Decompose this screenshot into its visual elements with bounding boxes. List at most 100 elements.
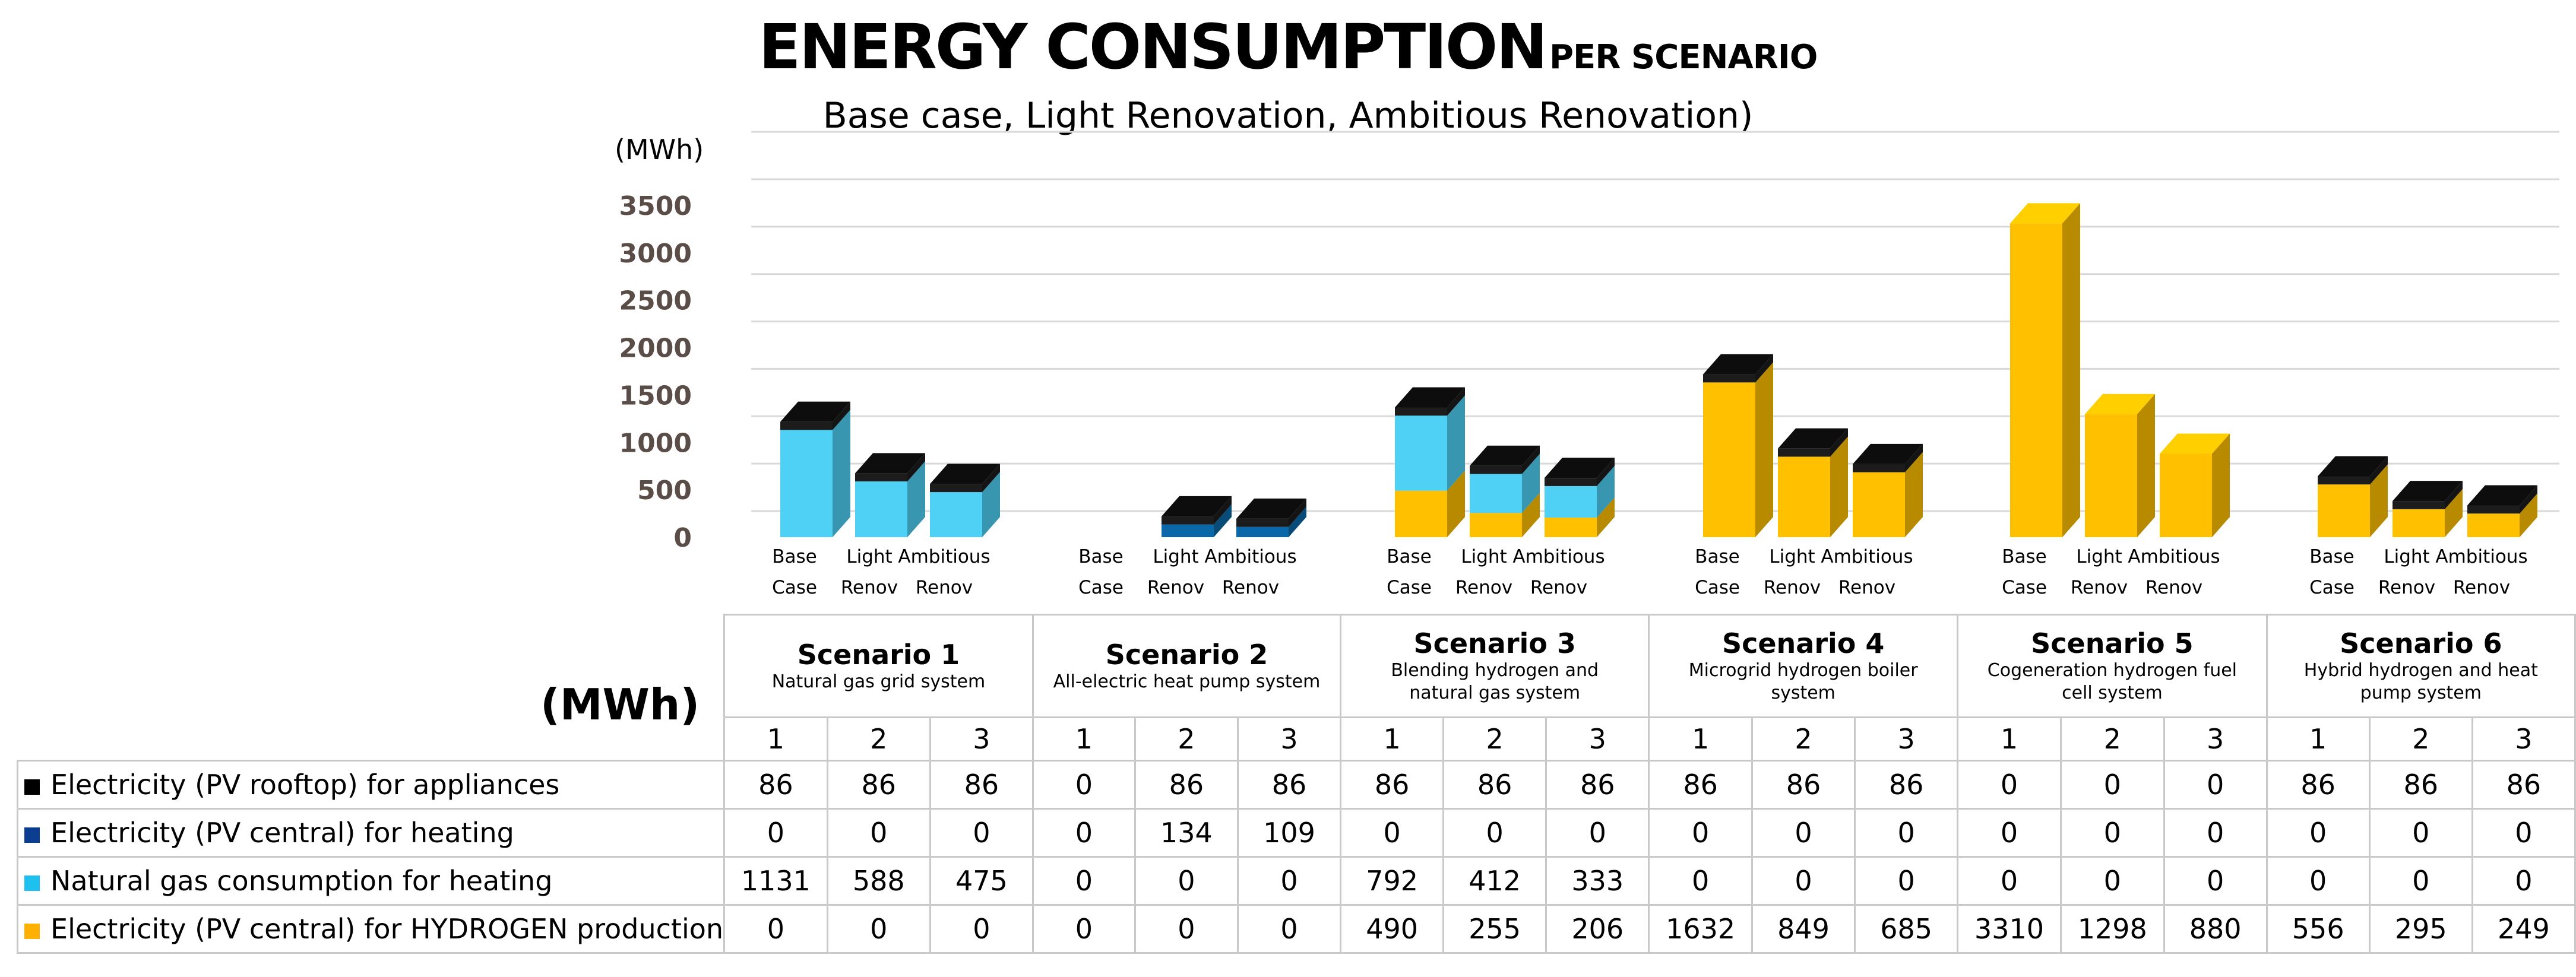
- row-label-cell: Electricity (PV central) for HYDROGEN pr…: [16, 904, 726, 954]
- bar-segment-side: [907, 453, 925, 482]
- sub-header-cell: 2: [1134, 716, 1239, 762]
- sub-header-cell: 3: [1854, 716, 1959, 762]
- bar-segment: [1395, 407, 1447, 416]
- table-cell: 333: [1545, 856, 1650, 906]
- bar-segment: [2467, 505, 2520, 514]
- bar-segment-side: [1755, 362, 1773, 537]
- bar-segment: [1236, 518, 1289, 527]
- bar-segment-side: [1597, 458, 1615, 486]
- scenario-description: Microgrid hydrogen boiler system: [1688, 660, 1918, 703]
- x-tick-label: Ambitious: [1204, 546, 1296, 567]
- scenario-description: Cogeneration hydrogen fuel cell system: [1987, 660, 2238, 703]
- scenario-header-3: Scenario 3 Blending hydrogen and natural …: [1340, 614, 1650, 718]
- bar-segment: [2393, 501, 2445, 509]
- sub-header-cell: 1: [1648, 716, 1753, 762]
- bar-segment-side: [2137, 394, 2155, 537]
- bar-top: [1470, 445, 1540, 466]
- legend-swatch: [24, 827, 40, 843]
- bar-segment-side: [1522, 453, 1540, 513]
- bar-top: [2085, 394, 2155, 414]
- row-label-cell: Electricity (PV central) for heating: [16, 808, 726, 858]
- sub-header-cell: 3: [929, 716, 1034, 762]
- y-tick-label: 500: [637, 475, 692, 506]
- table-cell: 86: [1751, 760, 1856, 810]
- table-cell: 0: [1751, 856, 1856, 906]
- scenario-header-4: Scenario 4 Microgrid hydrogen boiler syst…: [1648, 614, 1959, 718]
- x-tick-label: Light: [846, 546, 892, 567]
- sub-header-cell: 1: [1031, 716, 1136, 762]
- bar-segment-side: [2370, 464, 2388, 537]
- bar-segment-side: [1289, 506, 1306, 537]
- table-cell: 0: [1031, 904, 1136, 954]
- scenario-description: Hybrid hydrogen and heat pump system: [2303, 660, 2538, 703]
- bar-segment: [1162, 524, 1214, 537]
- bar-segment: [1162, 516, 1214, 525]
- x-tick-label: Ambitious: [2128, 546, 2220, 567]
- bar-segment: [2318, 476, 2370, 485]
- sub-header-cell: 1: [1340, 716, 1445, 762]
- scenario-description: All-electric heat pump system: [1053, 671, 1321, 692]
- scenario-name: Scenario 4: [1721, 627, 1885, 659]
- bar-segment: [780, 421, 833, 430]
- sub-header-cell: 3: [2471, 716, 2576, 762]
- x-tick-label: Renov: [2453, 577, 2510, 598]
- x-tick-label: Case: [1695, 577, 1740, 598]
- bar-segment-side: [982, 472, 1000, 537]
- table-cell: 1298: [2059, 904, 2165, 954]
- table-cell: 0: [2163, 856, 2268, 906]
- bar-segment: [855, 481, 907, 537]
- table-cell: 1131: [723, 856, 828, 906]
- bar-segment: [1545, 486, 1597, 518]
- bar-segment: [2467, 513, 2520, 537]
- table-cell: 86: [1134, 760, 1239, 810]
- x-tick-label: Renov: [916, 577, 973, 598]
- bar-segment-side: [1522, 493, 1540, 537]
- table-cell: 0: [1957, 760, 2062, 810]
- table-cell: 86: [2471, 760, 2576, 810]
- chart-subtitle: Base case, Light Renovation, Ambitious R…: [822, 95, 1754, 137]
- x-tick-label: Case: [2309, 577, 2355, 598]
- scenario-name: Scenario 2: [1105, 639, 1268, 671]
- table-cell: 0: [929, 808, 1034, 858]
- table-cell: 0: [1545, 808, 1650, 858]
- bar-segment-side: [1447, 470, 1465, 537]
- table-cell: 0: [826, 808, 931, 858]
- sub-header-cell: 3: [1545, 716, 1650, 762]
- x-tick-label: Renov: [1147, 577, 1204, 598]
- x-tick-label: Base: [772, 546, 817, 567]
- table-cell: 0: [1957, 856, 2062, 906]
- bar-segment-side: [2062, 203, 2080, 537]
- table-cell: 134: [1134, 808, 1239, 858]
- table-cell: 86: [1340, 760, 1445, 810]
- y-tick-label: 3500: [619, 191, 692, 221]
- bar-segment-side: [2520, 493, 2537, 537]
- x-tick-label: Base: [2309, 546, 2355, 567]
- legend-swatch: [24, 875, 40, 891]
- table-cell: 0: [2059, 808, 2165, 858]
- bar-segment-side: [1905, 452, 1923, 537]
- row-label: Electricity (PV rooftop) for appliances: [50, 769, 560, 801]
- bar-segment: [1703, 374, 1755, 383]
- bar-segment: [1470, 513, 1522, 537]
- table-cell: 0: [1236, 904, 1342, 954]
- table-cell: 0: [2059, 856, 2165, 906]
- bar-top: [1395, 387, 1465, 408]
- bar-top: [855, 453, 925, 474]
- bar-segment-side: [907, 461, 925, 537]
- table-cell: 1632: [1648, 904, 1753, 954]
- table-row: Electricity (PV central) for HYDROGEN pr…: [16, 904, 2576, 954]
- table-cell: 86: [723, 760, 828, 810]
- scenario-name: Scenario 6: [2340, 627, 2502, 659]
- bar-top: [2010, 203, 2080, 224]
- x-tick-label: Renov: [1222, 577, 1279, 598]
- bar-segment: [2085, 414, 2137, 537]
- row-label-cell: Electricity (PV rooftop) for appliances: [16, 760, 726, 810]
- data-table: Scenario 1 Natural gas grid system Scenari…: [16, 614, 2576, 954]
- table-cell: 0: [1236, 856, 1342, 906]
- table-cell: 0: [1854, 856, 1959, 906]
- y-tick-label: 2500: [619, 286, 692, 316]
- x-tick-label: Renov: [1838, 577, 1895, 598]
- x-tick-label: Ambitious: [1821, 546, 1913, 567]
- bar-segment: [2010, 223, 2062, 537]
